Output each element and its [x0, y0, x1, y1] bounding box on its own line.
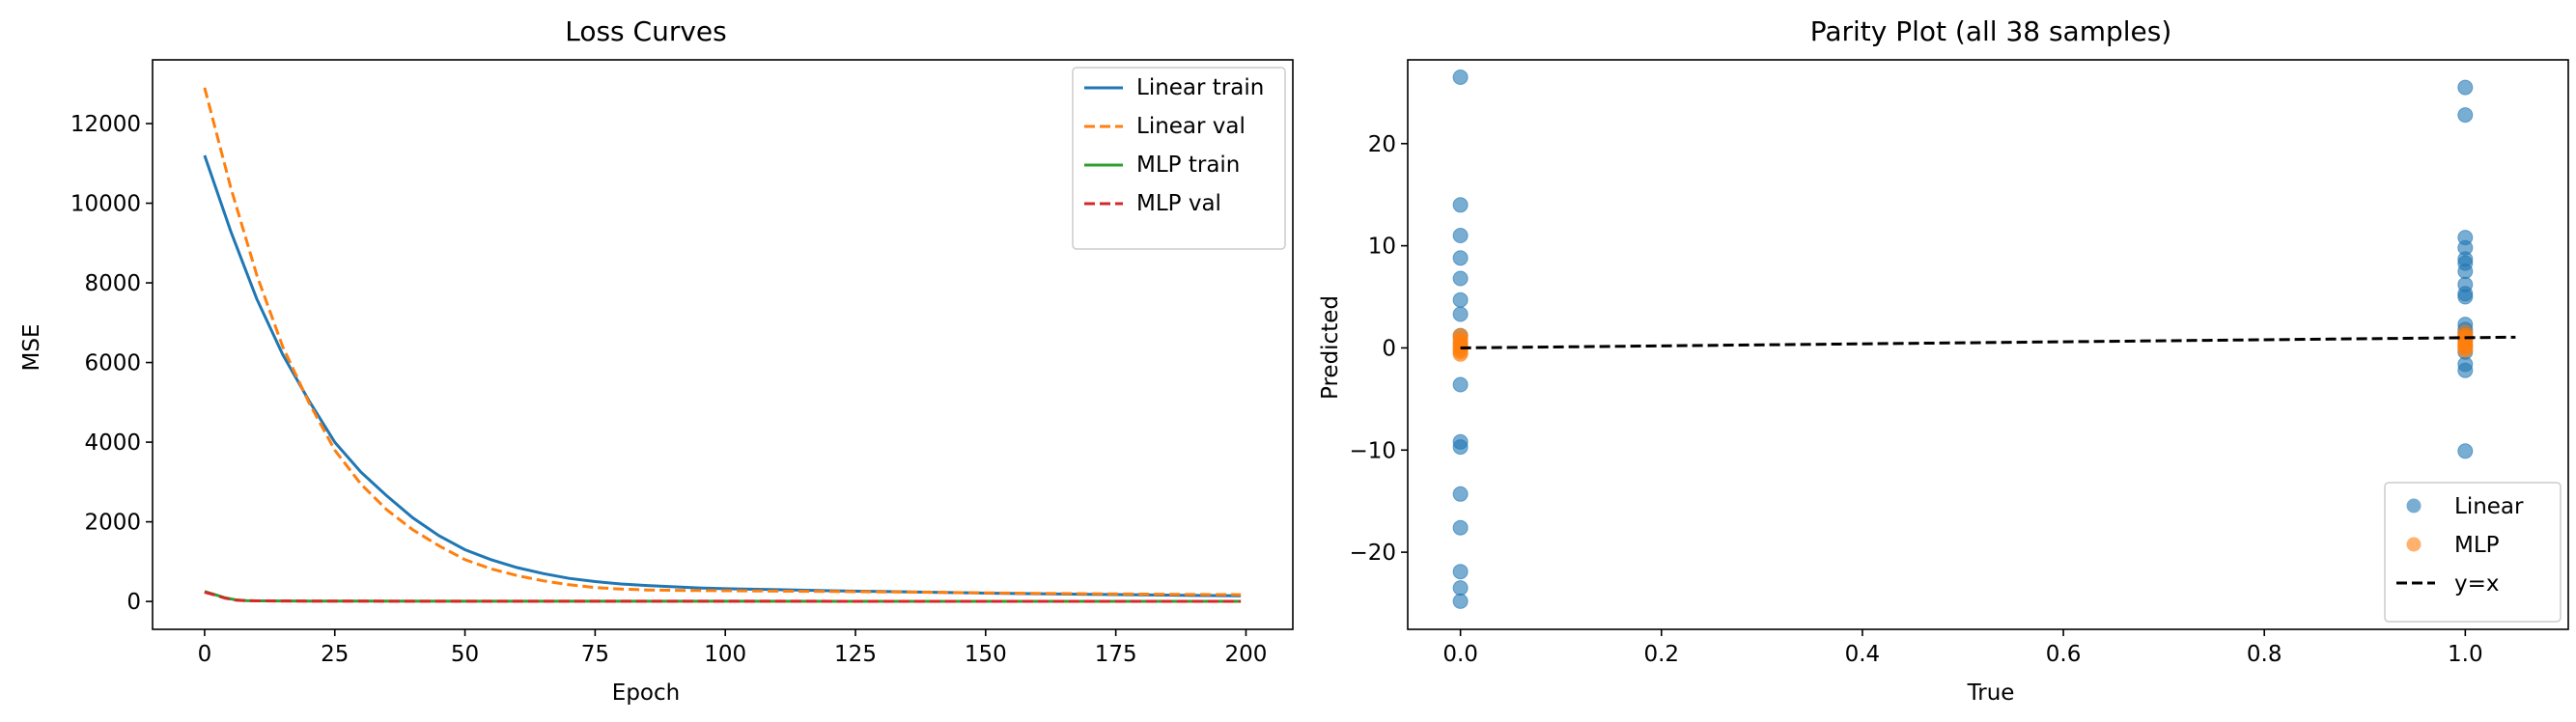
- parity-point-linear: [1452, 593, 1469, 609]
- parity-point-linear: [1452, 580, 1469, 597]
- loss-x-tick-label: 200: [1225, 642, 1268, 667]
- parity-point-mlp: [1452, 346, 1469, 362]
- parity-legend-swatch: [2406, 498, 2422, 514]
- loss-chart-title: Loss Curves: [565, 15, 727, 47]
- loss-axes-frame: [152, 59, 1294, 630]
- parity-point-linear: [1452, 376, 1469, 393]
- parity-legend-box: [2384, 482, 2562, 623]
- loss-y-tick-label: 6000: [84, 351, 141, 376]
- parity-y-tick-label: 20: [1368, 132, 1396, 157]
- loss-y-tick-label: 4000: [84, 430, 141, 456]
- loss-curves-chart: Loss Curves 0 25 50 75 100 125 150 175 200020004…: [19, 15, 1294, 706]
- loss-y-tick-label: 12000: [70, 112, 141, 137]
- loss-x-tick-label: 150: [965, 642, 1007, 667]
- loss-legend-label: Linear train: [1136, 75, 1264, 100]
- parity-legend-swatch: [2406, 537, 2422, 552]
- parity-plot-area: 0.0 0.2 0.4 0.6 0.8 1.0 −20 −10 0 10 20 Linear MLP y=…: [1349, 59, 2569, 667]
- loss-y-tick-label: 8000: [84, 271, 141, 296]
- parity-reference-line: [1460, 335, 2516, 349]
- parity-y-tick-label: 10: [1368, 235, 1396, 260]
- loss-x-tick-label: 0: [198, 642, 212, 667]
- parity-plot-chart: Parity Plot (all 38 samples) 0.0 0.2 0.4 0.…: [1318, 15, 2569, 706]
- parity-legend: Linear MLP y=x: [2384, 482, 2562, 623]
- loss-y-tick-label: 0: [126, 590, 141, 615]
- parity-point-linear: [1452, 306, 1469, 322]
- parity-y-tick-label: −20: [1349, 541, 1396, 566]
- parity-axes-frame: [1407, 59, 2569, 630]
- parity-point-linear: [2457, 289, 2474, 305]
- loss-x-tick-label: 50: [451, 642, 479, 667]
- parity-point-linear: [1452, 486, 1469, 502]
- parity-series-group: [1452, 69, 2516, 609]
- loss-plot-area: 0 25 50 75 100 125 150 175 200020004000600080001…: [70, 59, 1294, 667]
- parity-point-linear: [2457, 443, 2474, 459]
- parity-x-tick-label: 0.4: [1845, 642, 1881, 667]
- parity-point-linear: [1452, 69, 1469, 85]
- parity-point-linear: [2457, 79, 2474, 96]
- parity-point-linear: [2457, 264, 2474, 280]
- loss-legend-label: MLP train: [1136, 153, 1240, 178]
- parity-x-tick-label: 1.0: [2448, 642, 2483, 667]
- loss-legend-label: MLP val: [1136, 191, 1221, 216]
- parity-point-linear: [1452, 292, 1469, 308]
- loss-x-tick-label: 25: [321, 642, 349, 667]
- parity-y-tick-label: 0: [1382, 336, 1396, 361]
- parity-legend-label: y=x: [2454, 571, 2500, 597]
- loss-series-line-mlp-val: [204, 591, 1242, 603]
- loss-x-tick-label: 175: [1095, 642, 1137, 667]
- parity-x-tick-label: 0.6: [2046, 642, 2082, 667]
- parity-point-linear: [2457, 107, 2474, 124]
- parity-x-tick-label: 0.0: [1442, 642, 1478, 667]
- parity-y-axis-label: Predicted: [1318, 295, 1343, 400]
- parity-point-linear: [1452, 564, 1469, 580]
- parity-x-axis-label: True: [1967, 680, 2015, 706]
- parity-point-linear: [1452, 519, 1469, 536]
- parity-point-linear: [1452, 439, 1469, 456]
- parity-chart-title: Parity Plot (all 38 samples): [1810, 15, 2172, 47]
- loss-series-group: [203, 87, 1242, 603]
- loss-x-tick-label: 125: [834, 642, 877, 667]
- loss-legend-box: [1072, 67, 1286, 250]
- parity-point-linear: [2457, 362, 2474, 378]
- parity-legend-label: MLP: [2454, 533, 2500, 558]
- parity-point-linear: [1452, 270, 1469, 287]
- loss-x-tick-label: 100: [704, 642, 746, 667]
- parity-point-mlp: [2457, 342, 2474, 358]
- loss-x-axis-label: Epoch: [612, 680, 680, 706]
- loss-legend: Linear train Linear val MLP train MLP val: [1072, 67, 1286, 250]
- loss-legend-label: Linear val: [1136, 114, 1246, 139]
- parity-point-linear: [1452, 250, 1469, 266]
- loss-series-line-linear-val: [203, 87, 1242, 597]
- parity-legend-label: Linear: [2454, 494, 2524, 519]
- parity-y-tick-label: −10: [1349, 438, 1396, 463]
- parity-point-linear: [1452, 197, 1469, 213]
- parity-point-linear: [1452, 228, 1469, 243]
- loss-y-axis-label: MSE: [19, 324, 44, 372]
- parity-x-tick-label: 0.2: [1643, 642, 1679, 667]
- parity-x-tick-label: 0.8: [2247, 642, 2282, 667]
- loss-y-tick-label: 2000: [84, 511, 141, 536]
- loss-y-tick-label: 10000: [70, 192, 141, 217]
- loss-x-tick-label: 75: [581, 642, 609, 667]
